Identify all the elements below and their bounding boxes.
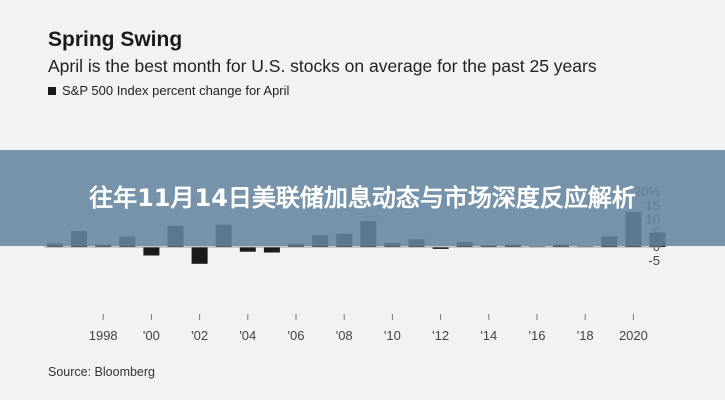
bar-2014 [480, 245, 497, 247]
x-axis: 1998 '00 '02 '04 '06 '08 '10 '12 '14 '16 '18 2020 [89, 314, 648, 343]
bar-2000 [143, 247, 160, 256]
x-tick-label: '08 [336, 328, 353, 343]
x-tick-label: '16 [529, 328, 546, 343]
legend-label: S&P 500 Index percent change for April [62, 83, 290, 98]
headline-banner: 往年11月14日美联储加息动态与市场深度反应解析 [0, 150, 725, 246]
x-tick-label: '02 [191, 328, 208, 343]
bar-2004 [239, 247, 256, 252]
y-tick-label: -5 [648, 253, 660, 268]
x-tick-label: 1998 [89, 328, 118, 343]
source-note: Source: Bloomberg [48, 365, 156, 379]
bar-2005 [263, 247, 280, 253]
headline-text: 往年11月14日美联储加息动态与市场深度反应解析 [89, 184, 636, 212]
x-tick-label: '06 [288, 328, 305, 343]
legend-swatch [48, 86, 56, 95]
x-tick-label: '00 [143, 328, 160, 343]
bar-2002 [191, 247, 208, 264]
chart-subtitle: April is the best month for U.S. stocks … [48, 56, 597, 76]
x-tick-label: '12 [432, 328, 449, 343]
bar-2012 [432, 247, 449, 249]
x-tick-label: '18 [577, 328, 594, 343]
x-tick-label: 2020 [619, 328, 648, 343]
x-tick-label: '04 [239, 328, 256, 343]
legend: S&P 500 Index percent change for April [48, 83, 289, 98]
x-tick-label: '10 [384, 328, 401, 343]
chart-title: Spring Swing [48, 28, 183, 51]
x-tick-label: '14 [480, 328, 497, 343]
